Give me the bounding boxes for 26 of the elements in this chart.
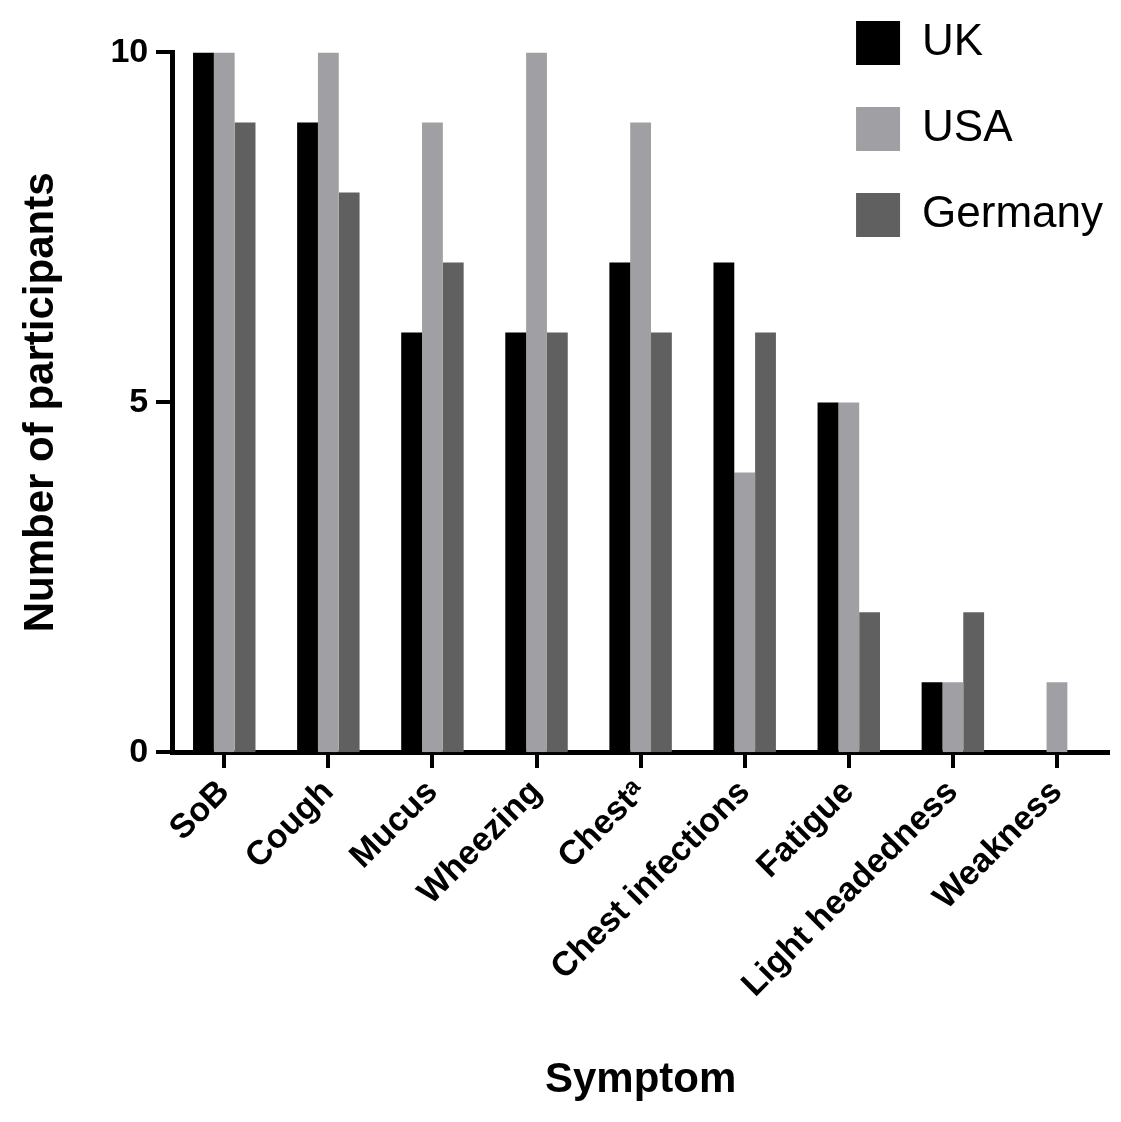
legend-label: USA: [922, 101, 1014, 151]
bar: [651, 332, 672, 753]
bar: [942, 682, 964, 753]
bar: [630, 122, 652, 753]
bar: [859, 612, 881, 753]
bar: [213, 52, 235, 753]
bar: [442, 262, 464, 753]
bar: [1046, 682, 1068, 753]
y-axis-title: Number of participants: [14, 172, 62, 633]
bar: [734, 472, 756, 753]
y-tick-label: 0: [129, 730, 149, 769]
bar: [317, 52, 339, 753]
y-tick-label: 5: [129, 380, 149, 419]
y-tick-label: 10: [110, 30, 149, 69]
bar: [546, 332, 568, 753]
bar: [755, 332, 776, 753]
bar: [838, 402, 860, 753]
bar: [422, 122, 443, 753]
bar: [526, 52, 547, 753]
bar: [234, 122, 256, 753]
bar: [338, 192, 360, 753]
x-axis-title: Symptom: [544, 1054, 737, 1102]
legend-label: Germany: [922, 187, 1104, 237]
x-tick-label: SoB: [160, 771, 236, 847]
legend-label: UK: [922, 15, 984, 65]
bar: [963, 612, 985, 753]
